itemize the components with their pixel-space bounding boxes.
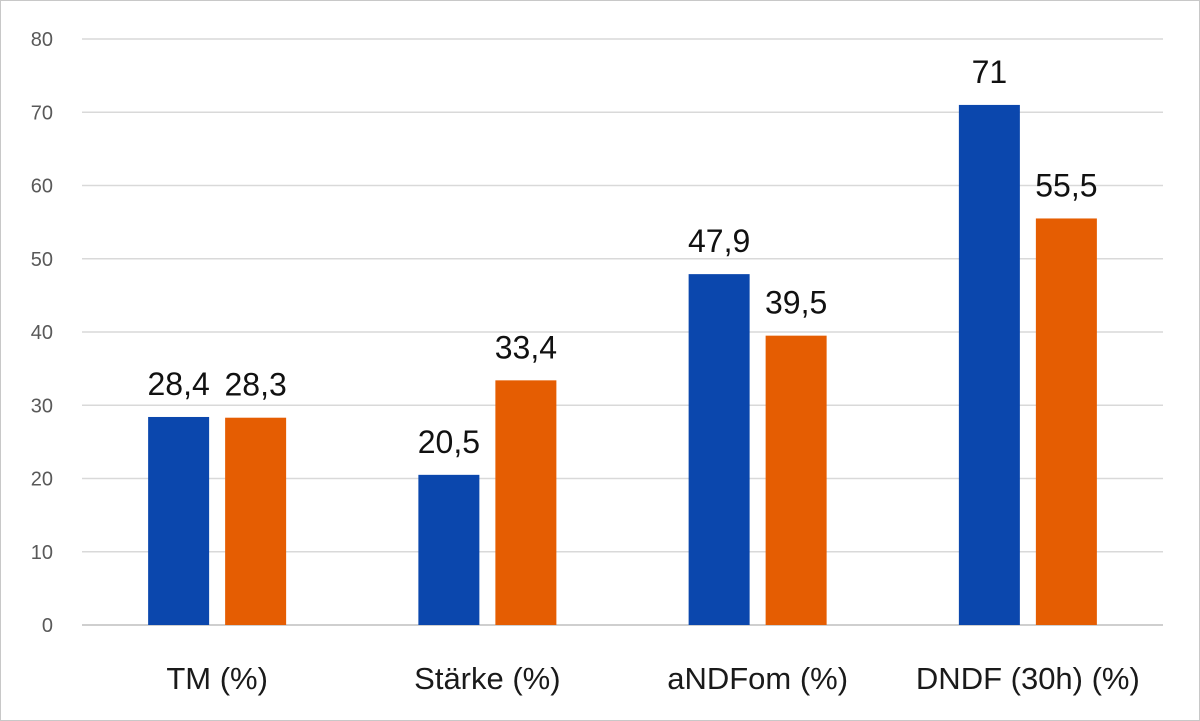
y-axis-ticks: 0 10 20 30 40 50 60 70 80 <box>31 29 53 637</box>
y-tick-label: 30 <box>31 395 53 417</box>
bar <box>765 335 827 625</box>
y-tick-label: 10 <box>31 542 53 564</box>
bar <box>958 104 1020 626</box>
data-label: 39,5 <box>765 285 827 321</box>
y-tick-label: 60 <box>31 176 53 198</box>
bar <box>148 416 210 625</box>
y-tick-label: 40 <box>31 322 53 344</box>
data-label: 33,4 <box>495 329 557 365</box>
data-label: 28,3 <box>224 367 286 403</box>
y-tick-label: 50 <box>31 249 53 271</box>
category-label: TM (%) <box>166 661 268 696</box>
category-label: DNDF (30h) (%) <box>916 661 1140 696</box>
bar <box>418 474 480 625</box>
data-labels: 28,4 28,3 20,5 33,4 47,9 39,5 71 55,5 <box>147 54 1097 460</box>
category-label: Stärke (%) <box>414 661 560 696</box>
bar <box>225 417 287 625</box>
y-tick-label: 70 <box>31 102 53 124</box>
bar <box>495 380 557 625</box>
bars <box>148 104 1097 626</box>
bar <box>688 274 750 625</box>
data-label: 20,5 <box>418 424 480 460</box>
data-label: 55,5 <box>1035 167 1097 203</box>
data-label: 28,4 <box>147 366 209 402</box>
category-label: aNDFom (%) <box>667 661 848 696</box>
data-label: 71 <box>972 54 1008 90</box>
bar <box>1035 218 1097 625</box>
y-tick-label: 80 <box>31 29 53 51</box>
y-tick-label: 0 <box>42 615 53 637</box>
y-tick-label: 20 <box>31 469 53 491</box>
x-axis-categories: TM (%) Stärke (%) aNDFom (%) DNDF (30h) (%) <box>166 661 1140 696</box>
data-label: 47,9 <box>688 223 750 259</box>
